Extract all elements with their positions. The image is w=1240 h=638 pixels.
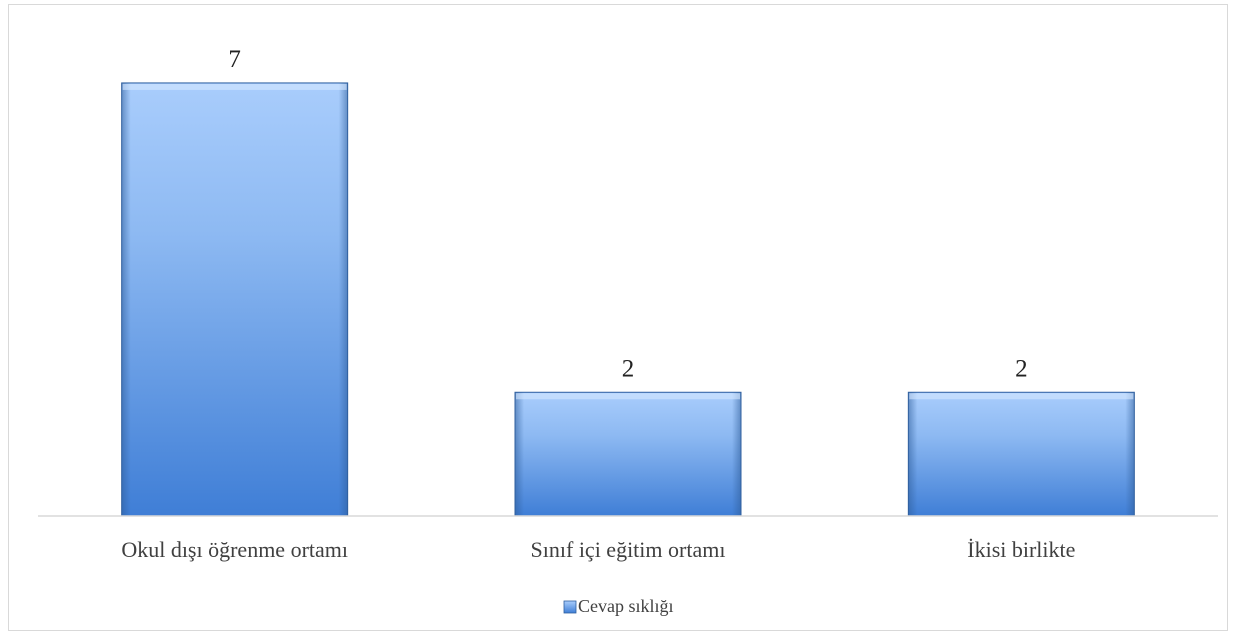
category-label: Okul dışı öğrenme ortamı	[121, 537, 348, 562]
bar-bevel	[515, 392, 741, 516]
bar-highlight	[909, 393, 1134, 400]
data-label: 2	[1015, 355, 1028, 382]
bar-group	[514, 391, 742, 517]
category-label: Sınıf içi eğitim ortamı	[531, 537, 726, 562]
legend-label: Cevap sıklığı	[578, 596, 674, 616]
bar-bevel	[121, 82, 348, 516]
data-label: 2	[622, 355, 635, 382]
legend-swatch	[563, 600, 577, 614]
category-label: İkisi birlikte	[967, 537, 1075, 562]
category-labels: Okul dışı öğrenme ortamı Sınıf içi eğitim…	[121, 537, 1075, 562]
bar-highlight	[516, 393, 740, 400]
bars-layer: 7 2 2	[121, 46, 1135, 517]
bar-bevel	[908, 392, 1135, 516]
bar-group	[121, 82, 349, 517]
bar-highlight	[122, 83, 347, 90]
data-label: 7	[228, 46, 241, 73]
legend: Cevap sıklığı	[563, 596, 674, 616]
bar-group	[907, 391, 1135, 517]
